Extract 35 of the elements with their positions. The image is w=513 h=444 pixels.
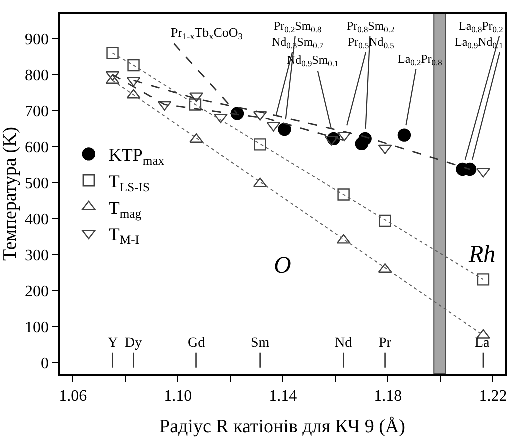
y-tick-label: 400	[25, 211, 50, 228]
annotation: Rh	[468, 242, 496, 268]
y-tick-label: 800	[25, 67, 50, 84]
legend-label: T$_{mag}$	[108, 198, 142, 221]
annotation: La	[475, 336, 491, 351]
x-tick-label: 1.10	[164, 388, 192, 405]
x-axis-title: Радіус R катіонів для КЧ 9 (Å)	[160, 416, 406, 438]
x-tick-label: 1.18	[374, 388, 402, 405]
y-tick-label: 600	[25, 139, 50, 156]
y-tick-label: 700	[25, 103, 50, 120]
annotation: Y	[108, 336, 118, 351]
legend-label: T$_{M-I}$	[108, 224, 140, 248]
annotation: Pr$_{1-x}$Tb$_{x}$CoO$_{3}$	[171, 25, 244, 42]
annotation: Pr	[379, 336, 392, 351]
y-tick-label: 900	[25, 31, 50, 48]
annotation: Nd	[335, 336, 352, 351]
y-tick-label: 300	[25, 247, 50, 264]
annotation: Pr$_{0.8}$Sm$_{0.2}$	[347, 19, 395, 35]
y-tick-label: 200	[25, 283, 50, 300]
annotation: Pr$_{0.2}$Sm$_{0.8}$	[274, 19, 322, 35]
x-tick-label: 1.22	[479, 388, 508, 405]
annotation: O	[274, 253, 292, 279]
x-tick-label: 1.14	[269, 388, 298, 405]
annotation: Dy	[125, 336, 142, 351]
y-tick-label: 500	[25, 175, 50, 192]
annotation: La$_{0.2}$Pr$_{0.8}$	[398, 52, 442, 68]
y-axis-title: Температура (K)	[0, 127, 21, 261]
y-tick-label: 100	[25, 319, 50, 336]
annotation: Sm	[251, 336, 270, 351]
annotation: Gd	[188, 336, 206, 351]
annotation: La$_{0.8}$Pr$_{0.2}$	[459, 19, 504, 35]
y-tick-label: 0	[41, 355, 50, 372]
legend-label: T$_{LS-IS}$	[108, 172, 150, 194]
legend-label: KTP$_{max}$	[108, 145, 166, 168]
x-tick-label: 1.06	[59, 388, 88, 405]
